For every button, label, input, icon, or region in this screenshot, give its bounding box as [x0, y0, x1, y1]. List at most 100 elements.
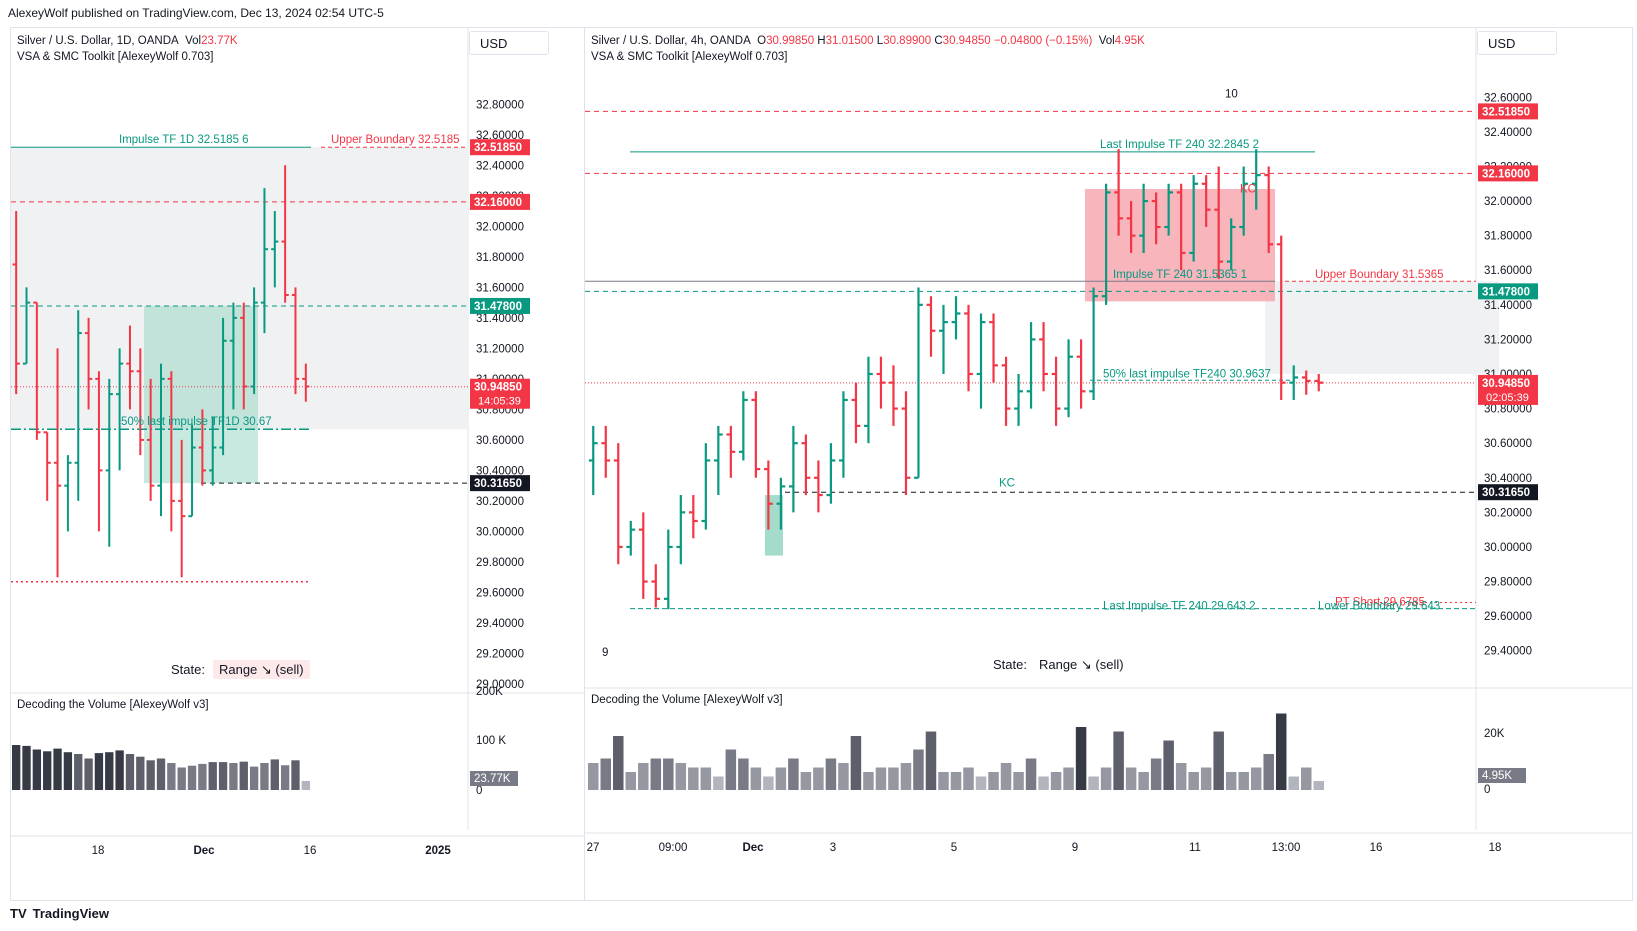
ohlc-bar[interactable]	[271, 211, 279, 288]
ohlc-bar[interactable]	[1026, 322, 1036, 409]
ohlc-bar[interactable]	[95, 371, 103, 532]
ohlc-bar[interactable]	[1039, 322, 1048, 392]
ohlc-bar[interactable]	[1214, 166, 1224, 279]
h4-volume-title[interactable]: Decoding the Volume [AlexeyWolf v3]	[591, 694, 783, 706]
ohlc-bar[interactable]	[1189, 175, 1199, 262]
ohlc-bar[interactable]	[1176, 183, 1186, 271]
ohlc-bar[interactable]	[1314, 374, 1324, 392]
ohlc-bar[interactable]	[1226, 218, 1236, 271]
ohlc-bar[interactable]	[763, 460, 773, 530]
daily-currency-button[interactable]: USD	[469, 31, 549, 55]
ohlc-bar[interactable]	[1064, 339, 1073, 418]
ohlc-bar[interactable]	[198, 409, 206, 486]
ohlc-bar[interactable]	[1239, 166, 1249, 236]
ohlc-bar[interactable]	[1051, 356, 1061, 426]
daily-indicator-name[interactable]: VSA & SMC Toolkit [AlexeyWolf 0.703]	[17, 51, 214, 63]
ohlc-bar[interactable]	[1014, 374, 1023, 426]
ohlc-bar[interactable]	[814, 460, 823, 513]
daily-symbol[interactable]: Silver / U.S. Dollar, 1D, OANDA	[17, 35, 179, 47]
ohlc-bar[interactable]	[1276, 235, 1286, 400]
ohlc-bar[interactable]	[1001, 356, 1011, 426]
h4-indicator-name[interactable]: VSA & SMC Toolkit [AlexeyWolf 0.703]	[591, 51, 788, 63]
ohlc-bar[interactable]	[1301, 370, 1311, 395]
ohlc-bar[interactable]	[167, 371, 175, 532]
ohlc-bar[interactable]	[209, 417, 217, 486]
tradingview-logo[interactable]: TV TradingView	[10, 906, 109, 921]
ohlc-bar[interactable]	[250, 287, 258, 395]
ohlc-bar[interactable]	[626, 521, 636, 556]
ohlc-bar[interactable]	[801, 434, 811, 496]
ohlc-bar[interactable]	[136, 348, 144, 456]
ohlc-bar[interactable]	[178, 439, 186, 578]
ohlc-bar[interactable]	[126, 325, 134, 410]
ohlc-bar[interactable]	[291, 287, 300, 395]
ohlc-bar[interactable]	[701, 443, 711, 530]
ohlc-bar[interactable]	[1101, 183, 1111, 305]
ohlc-bar[interactable]	[976, 313, 986, 409]
daily-chart-canvas[interactable]: 32.8000032.6000032.4000032.2000032.00000…	[11, 28, 584, 900]
chart-pane-daily[interactable]: 32.8000032.6000032.4000032.2000032.00000…	[10, 27, 585, 901]
ohlc-bar[interactable]	[726, 425, 736, 478]
ohlc-bar[interactable]	[1151, 192, 1161, 245]
ohlc-bar[interactable]	[951, 296, 961, 340]
h4-chart-canvas[interactable]: 32.6000032.4000032.2000032.0000031.80000…	[585, 28, 1632, 900]
ohlc-bar[interactable]	[33, 301, 41, 440]
ohlc-bar[interactable]	[914, 287, 923, 479]
ohlc-bar[interactable]	[157, 363, 165, 517]
ohlc-bar[interactable]	[713, 425, 723, 496]
ohlc-bar[interactable]	[1289, 365, 1299, 400]
ohlc-bar[interactable]	[839, 391, 848, 478]
ohlc-bar[interactable]	[751, 391, 761, 478]
ohlc-bar[interactable]	[776, 477, 786, 530]
ohlc-bar[interactable]	[1126, 201, 1136, 253]
ohlc-bar[interactable]	[676, 495, 686, 565]
ohlc-bar[interactable]	[74, 310, 82, 501]
ohlc-bar[interactable]	[601, 425, 611, 478]
ohlc-bar[interactable]	[53, 348, 62, 578]
h4-symbol[interactable]: Silver / U.S. Dollar, 4h, OANDA	[591, 35, 751, 47]
ohlc-bar[interactable]	[147, 378, 155, 501]
ohlc-bar[interactable]	[84, 317, 93, 410]
ohlc-bar[interactable]	[22, 287, 31, 365]
ohlc-bar[interactable]	[1251, 149, 1261, 210]
ohlc-bar[interactable]	[229, 302, 238, 410]
ohlc-bar[interactable]	[588, 425, 598, 496]
ohlc-bar[interactable]	[12, 211, 20, 395]
ohlc-bar[interactable]	[939, 304, 948, 374]
ohlc-bar[interactable]	[1076, 339, 1086, 409]
ohlc-bar[interactable]	[851, 382, 861, 444]
ohlc-bar[interactable]	[651, 564, 661, 608]
ohlc-bar[interactable]	[889, 365, 898, 426]
ohlc-bar[interactable]	[1264, 166, 1274, 253]
daily-volume-title[interactable]: Decoding the Volume [AlexeyWolf v3]	[17, 699, 209, 711]
ohlc-bar[interactable]	[613, 443, 623, 565]
ohlc-bar[interactable]	[663, 529, 673, 610]
ohlc-bar[interactable]	[105, 378, 113, 547]
ohlc-bar[interactable]	[826, 443, 836, 504]
ohlc-bar[interactable]	[1114, 149, 1123, 236]
ohlc-bar[interactable]	[219, 317, 227, 456]
ohlc-bar[interactable]	[989, 313, 998, 383]
ohlc-bar[interactable]	[1164, 183, 1174, 236]
ohlc-bar[interactable]	[260, 188, 269, 334]
ohlc-bar[interactable]	[926, 296, 936, 357]
ohlc-bar[interactable]	[1089, 287, 1098, 400]
ohlc-bar[interactable]	[240, 302, 248, 410]
ohlc-bar[interactable]	[738, 391, 748, 461]
ohlc-bar[interactable]	[688, 495, 698, 539]
ohlc-bar[interactable]	[281, 165, 289, 303]
ohlc-bar[interactable]	[1139, 183, 1149, 253]
ohlc-bar[interactable]	[1201, 175, 1211, 227]
ohlc-bar[interactable]	[964, 304, 973, 392]
ohlc-bar[interactable]	[638, 512, 648, 599]
ohlc-bar[interactable]	[901, 391, 911, 496]
ohlc-bar[interactable]	[43, 431, 51, 501]
ohlc-bar[interactable]	[116, 348, 124, 471]
ohlc-bar[interactable]	[302, 363, 310, 402]
ohlc-bar[interactable]	[188, 424, 196, 518]
ohlc-bar[interactable]	[789, 425, 798, 513]
chart-pane-4h[interactable]: 32.6000032.4000032.2000032.0000031.80000…	[584, 27, 1633, 901]
ohlc-bar[interactable]	[864, 356, 873, 444]
h4-currency-button[interactable]: USD	[1477, 31, 1557, 55]
ohlc-bar[interactable]	[876, 356, 886, 409]
